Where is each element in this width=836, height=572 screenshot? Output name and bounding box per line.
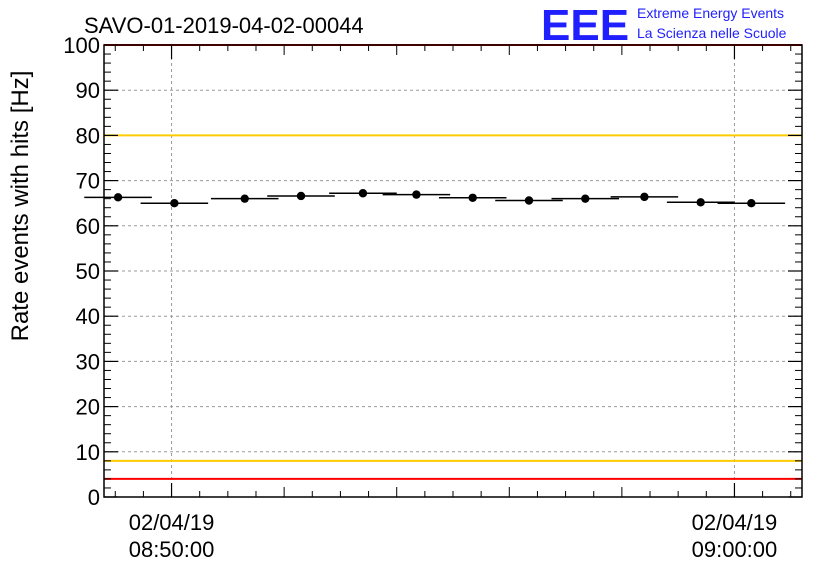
y-tick-label: 60	[76, 214, 100, 239]
x-tick-date: 02/04/19	[692, 510, 778, 535]
data-point	[358, 189, 368, 198]
y-tick-label: 20	[76, 395, 100, 420]
data-point	[412, 190, 421, 199]
data-point-group	[329, 189, 397, 198]
data-point-group	[717, 199, 786, 208]
data-point-group	[666, 198, 735, 207]
data-point-group	[267, 191, 335, 201]
data-point-group	[438, 193, 507, 202]
chart-title: SAVO-01-2019-04-02-00044	[84, 13, 364, 38]
data-point	[468, 193, 477, 202]
x-tick-date: 02/04/19	[129, 510, 215, 535]
data-point	[296, 191, 306, 201]
y-tick-label: 30	[76, 349, 100, 374]
data-series	[84, 189, 786, 208]
grid	[104, 45, 802, 497]
data-point-group	[382, 190, 451, 199]
eee-logo: EEE Extreme Energy Events La Scienza nel…	[541, 1, 787, 50]
reference-lines	[104, 44, 802, 480]
logo-text: EEE	[541, 1, 629, 50]
x-tick-time: 08:50:00	[129, 537, 215, 562]
y-axis-labels: 0 10 20 30 40 50 60 70 80 90 100	[63, 33, 100, 510]
data-point	[113, 193, 123, 202]
data-point-group	[495, 196, 563, 205]
data-point-group	[84, 193, 152, 202]
data-point	[747, 199, 756, 208]
y-tick-label: 50	[76, 259, 100, 284]
data-point	[240, 194, 249, 203]
y-tick-label: 100	[63, 33, 100, 58]
y-tick-label: 70	[76, 169, 100, 194]
data-point	[170, 199, 179, 208]
y-tick-label: 80	[76, 123, 100, 148]
data-point	[696, 198, 705, 207]
y-axis-title: Rate events with hits [Hz]	[7, 71, 34, 342]
brand-line-1: Extreme Energy Events	[637, 5, 784, 21]
data-point	[581, 194, 590, 203]
plot-frame	[103, 44, 803, 498]
data-point-group	[210, 194, 279, 203]
y-tick-label: 10	[76, 440, 100, 465]
y-tick-label: 0	[88, 485, 100, 510]
data-point	[524, 196, 534, 205]
data-point	[640, 192, 649, 202]
data-point-group	[140, 199, 209, 208]
data-point-group	[610, 192, 679, 202]
brand-line-2: La Scienza nelle Scuole	[637, 25, 787, 41]
data-point-group	[551, 194, 620, 203]
x-tick-time: 09:00:00	[692, 537, 778, 562]
y-tick-label: 90	[76, 78, 100, 103]
y-tick-label: 40	[76, 304, 100, 329]
